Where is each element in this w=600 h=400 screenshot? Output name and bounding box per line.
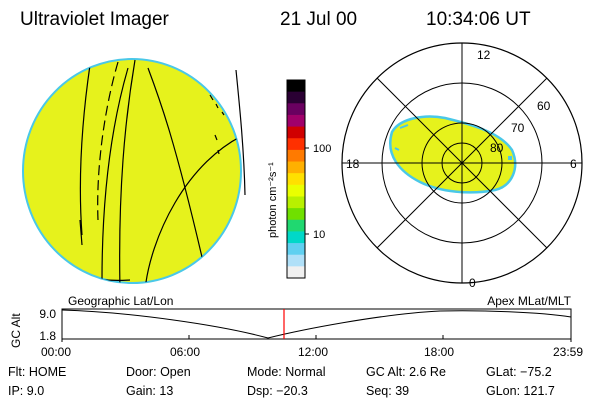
instrument-title: Ultraviolet Imager: [20, 9, 169, 30]
meridian-line: [101, 67, 129, 281]
lat-label-80: 80: [490, 141, 504, 155]
color-bar-segment: [287, 219, 305, 233]
meridian-line: [79, 64, 91, 236]
status-key: GLat:: [486, 365, 517, 379]
color-bar-segment: [287, 208, 305, 221]
time-label-0000: 00:00: [41, 345, 72, 359]
status-mode: Mode: Normal: [247, 366, 326, 379]
status-ip: IP: 9.0: [8, 385, 44, 398]
status-value: HOME: [28, 365, 67, 379]
color-bar-segment: [287, 149, 305, 163]
color-bar-segment: [287, 91, 305, 104]
status-key: IP:: [8, 384, 24, 398]
status-key: Flt:: [8, 365, 26, 379]
lt-label-6: 6: [570, 157, 577, 171]
coast-line: [79, 219, 83, 246]
status-key: Gain:: [126, 384, 156, 398]
meridian-diag: [376, 77, 548, 249]
status-value: 9.0: [26, 384, 45, 398]
coast-line: [209, 94, 225, 116]
status-value: Normal: [285, 365, 326, 379]
status-value: 2.6 Re: [409, 365, 446, 379]
status-key: GLon:: [486, 384, 521, 398]
timeline-frame: [61, 308, 572, 340]
status-key: Dsp:: [247, 384, 273, 398]
status-key: Door:: [126, 365, 157, 379]
color-bar-tick-label: 10: [313, 229, 325, 241]
status-seq: Seq: 39: [366, 385, 409, 398]
timeline-y-label: 9.0: [39, 307, 56, 321]
status-value: Open: [160, 365, 191, 379]
latitude-line: [144, 131, 241, 283]
status-dsp: Dsp: −20.3: [247, 385, 308, 398]
status-glon: GLon: 121.7: [486, 385, 555, 398]
oval-speckle: [394, 124, 409, 151]
color-bar-segment: [287, 231, 305, 244]
status-value: −20.3: [276, 384, 308, 398]
color-bar-segment: [287, 243, 305, 256]
lat-label-60: 60: [537, 99, 551, 113]
coast-line: [214, 134, 220, 155]
edge-meridian-line: [235, 69, 246, 196]
color-bar-segment: [287, 254, 305, 267]
color-bar-segment: [287, 80, 305, 93]
color-bar-segment: [287, 103, 305, 116]
altitude-curve: [61, 309, 572, 339]
meridian-line: [147, 67, 206, 271]
status-key: Mode:: [247, 365, 282, 379]
lt-label-18: 18: [346, 157, 360, 171]
status-door: Door: Open: [126, 366, 191, 379]
color-bar-segment: [287, 138, 305, 151]
color-bar-segment: [287, 266, 305, 279]
time-label-1800: 18:00: [424, 345, 455, 359]
timeline-axis-title: GC Alt: [9, 313, 23, 348]
color-bar-segment: [287, 173, 305, 186]
lt-label-12: 12: [477, 48, 491, 62]
color-bar-segment: [287, 161, 305, 174]
altitude-timeline: Geographic Lat/Lon Apex MLat/MLT GC Alt …: [9, 294, 572, 348]
date-label: 21 Jul 00: [280, 9, 358, 30]
status-value: 13: [159, 384, 174, 398]
color-bar-segment: [287, 184, 305, 198]
timeline-left-title: Geographic Lat/Lon: [68, 294, 173, 308]
color-bar-unit-label: photon cm⁻²s⁻¹: [267, 162, 279, 238]
lat-label-70: 70: [511, 121, 525, 135]
time-label-2359: 23:59: [553, 345, 584, 359]
polar-plot: 12 18 6 0 60 70 80: [341, 42, 583, 290]
color-bar-frame: [286, 79, 306, 279]
time-label: 10:34:06 UT: [426, 9, 531, 30]
status-key: GC Alt:: [366, 365, 406, 379]
status-key: Seq:: [366, 384, 392, 398]
color-bar-tick-label: 100: [313, 143, 331, 155]
meridian-line: [119, 59, 136, 283]
status-gc-alt: GC Alt: 2.6 Re: [366, 366, 446, 379]
status-value: 39: [395, 384, 410, 398]
time-label-1200: 12:00: [298, 345, 329, 359]
status-value: 121.7: [523, 384, 555, 398]
timeline-y-label: 1.8: [39, 329, 56, 343]
color-bar: 100 10 photon cm⁻²s⁻¹: [267, 79, 331, 279]
status-gain: Gain: 13: [126, 385, 173, 398]
geo-disk: [22, 58, 242, 284]
timeline-right-title: Apex MLat/MLT: [487, 294, 571, 308]
status-value: −75.2: [520, 365, 552, 379]
color-bar-segment: [287, 114, 305, 128]
color-bar-segment: [287, 196, 305, 209]
meridian-line: [97, 61, 119, 221]
color-bar-segment: [287, 126, 305, 139]
color-bar-segments: [287, 80, 305, 279]
status-flt: Flt: HOME: [8, 366, 66, 379]
status-glat: GLat: −75.2: [486, 366, 552, 379]
oval-speckle: [508, 156, 512, 160]
lt-label-0: 0: [469, 276, 476, 290]
time-label-0600: 06:00: [170, 345, 201, 359]
geographic-image: [22, 58, 246, 284]
